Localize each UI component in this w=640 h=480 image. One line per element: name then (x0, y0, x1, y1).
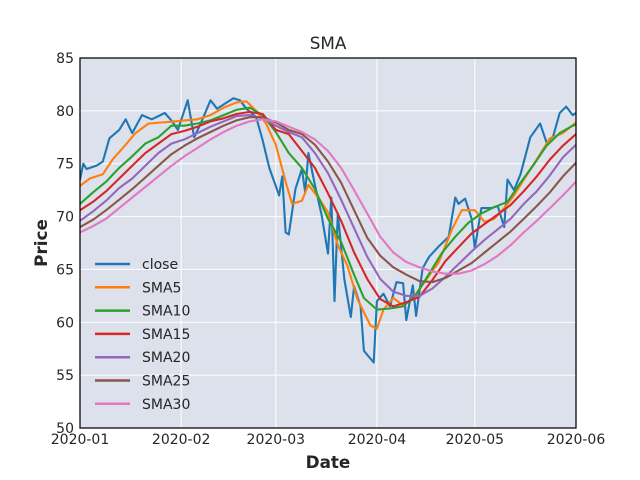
legend-label: close (142, 257, 178, 273)
legend-label: SMA30 (142, 397, 190, 413)
series-line-sma20 (80, 114, 576, 297)
x-tick-label: 2020-01 (51, 432, 110, 448)
x-tick-label: 2020-02 (152, 432, 211, 448)
series-line-sma5 (80, 100, 576, 330)
x-axis-label: Date (306, 452, 351, 472)
x-tick-label: 2020-03 (247, 432, 306, 448)
y-axis-ticks: 50 55 60 65 70 75 80 85 (56, 51, 74, 437)
y-tick-label: 50 (56, 421, 74, 437)
x-axis-ticks: 2020-01 2020-02 2020-03 2020-04 2020-05 2020-… (51, 432, 606, 448)
legend-label: SMA15 (142, 327, 190, 343)
series-layer (80, 97, 576, 364)
y-tick-label: 80 (56, 104, 74, 120)
y-tick-label: 85 (56, 51, 74, 67)
x-tick-label: 2020-05 (446, 432, 505, 448)
x-tick-label: 2020-06 (547, 432, 606, 448)
legend-label: SMA20 (142, 350, 190, 366)
chart-title: SMA (310, 33, 347, 53)
legend: close SMA5 SMA10 SMA15 SMA20 SMA25 SMA30 (95, 257, 190, 413)
y-axis-label: Price (31, 219, 51, 267)
series-line-sma15 (80, 110, 576, 308)
legend-label: SMA10 (142, 304, 190, 320)
x-tick-label: 2020-04 (348, 432, 407, 448)
y-tick-label: 70 (56, 210, 74, 226)
series-line-sma25 (80, 116, 576, 284)
y-tick-label: 60 (56, 315, 74, 331)
y-tick-label: 55 (56, 368, 74, 384)
legend-label: SMA25 (142, 374, 190, 390)
legend-label: SMA5 (142, 280, 181, 296)
series-line-sma10 (80, 106, 576, 311)
y-tick-label: 75 (56, 157, 74, 173)
y-tick-label: 65 (56, 262, 74, 278)
series-line-sma30 (80, 118, 576, 275)
plot-frame (79, 57, 577, 429)
